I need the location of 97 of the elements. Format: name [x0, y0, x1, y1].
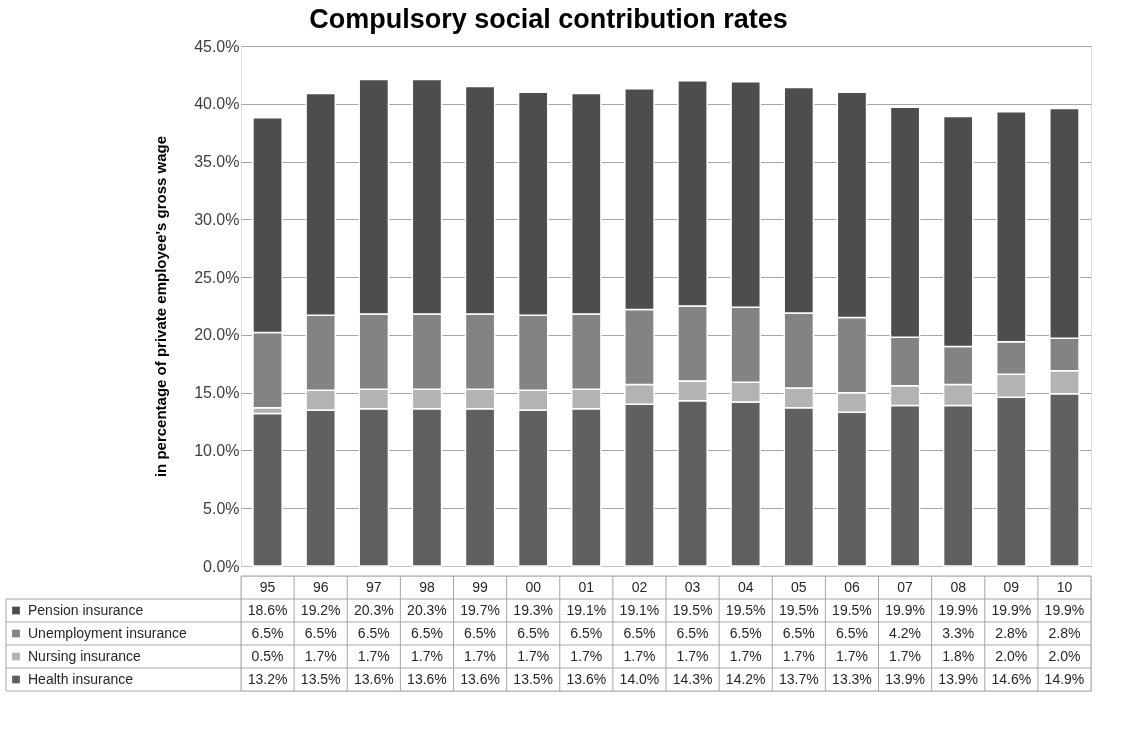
- data-label: 6.5%: [729, 624, 762, 641]
- data-label: 6.5%: [304, 624, 337, 641]
- data-label: 13.5%: [513, 670, 554, 687]
- data-label: 19.5%: [832, 601, 872, 618]
- y-axis-title: in percentage of private employee's gross wage: [152, 135, 170, 478]
- legend-label: Health insurance: [28, 670, 134, 687]
- data-label: 13.7%: [778, 670, 819, 687]
- y-tick-label: 35.0%: [194, 153, 240, 171]
- data-label: 1.7%: [835, 647, 868, 664]
- legend-label: Pension insurance: [28, 601, 144, 618]
- x-tick-label: 98: [419, 578, 435, 595]
- y-tick-label: 10.0%: [194, 441, 240, 459]
- data-label: 13.6%: [460, 670, 500, 687]
- chart-title: Compulsory social contribution rates: [309, 3, 788, 34]
- data-label: 1.7%: [304, 647, 337, 664]
- data-label: 14.6%: [991, 670, 1032, 687]
- data-label: 0.5%: [251, 647, 284, 664]
- data-label: 6.5%: [357, 624, 390, 641]
- data-label: 6.5%: [517, 624, 550, 641]
- data-label: 19.3%: [513, 601, 554, 618]
- x-tick-label: 95: [259, 578, 276, 595]
- data-label: 13.6%: [566, 670, 607, 687]
- data-label: 19.7%: [460, 601, 500, 618]
- data-label: 2.8%: [1048, 624, 1081, 641]
- x-tick-label: 01: [578, 578, 595, 595]
- data-label: 1.7%: [889, 647, 922, 664]
- data-label: 19.9%: [938, 601, 979, 618]
- data-label: 1.7%: [410, 647, 443, 664]
- data-label: 13.9%: [885, 670, 925, 687]
- y-tick-label: 15.0%: [194, 384, 240, 402]
- data-label: 14.9%: [1044, 670, 1085, 687]
- x-tick-label: 97: [366, 578, 382, 595]
- data-label: 6.5%: [782, 624, 815, 641]
- x-tick-label: 06: [844, 578, 860, 595]
- x-tick-label: 10: [1056, 578, 1073, 595]
- data-label: 19.5%: [672, 601, 713, 618]
- data-label: 1.8%: [942, 647, 975, 664]
- data-label: 6.5%: [676, 624, 709, 641]
- data-label: 1.7%: [729, 647, 762, 664]
- data-label: 19.9%: [991, 601, 1032, 618]
- x-tick-label: 03: [684, 578, 701, 595]
- data-label: 6.5%: [623, 624, 656, 641]
- data-label: 14.3%: [672, 670, 713, 687]
- data-label: 19.1%: [566, 601, 607, 618]
- data-label: 13.2%: [247, 670, 288, 687]
- data-label: 14.0%: [619, 670, 660, 687]
- data-label: 14.2%: [725, 670, 766, 687]
- y-tick-label: 45.0%: [194, 37, 240, 55]
- y-tick-label: 30.0%: [194, 210, 240, 228]
- legend-label: Nursing insurance: [28, 647, 142, 664]
- data-label: 13.5%: [300, 670, 341, 687]
- x-tick-label: 96: [312, 578, 329, 595]
- x-tick-label: 09: [1003, 578, 1020, 595]
- data-label: 20.3%: [353, 601, 394, 618]
- x-tick-label: 05: [791, 578, 807, 595]
- data-label: 20.3%: [407, 601, 447, 618]
- data-label: 2.8%: [995, 624, 1028, 641]
- data-label: 6.5%: [464, 624, 497, 641]
- data-label: 19.9%: [885, 601, 925, 618]
- data-label: 13.3%: [832, 670, 872, 687]
- y-tick-label: 0.0%: [203, 557, 240, 575]
- data-label: 6.5%: [410, 624, 443, 641]
- data-label: 19.9%: [1044, 601, 1085, 618]
- data-label: 13.9%: [938, 670, 979, 687]
- y-tick-label: 40.0%: [194, 95, 240, 113]
- data-label: 19.5%: [778, 601, 819, 618]
- data-label: 3.3%: [942, 624, 975, 641]
- x-tick-label: 08: [950, 578, 967, 595]
- data-label: 4.2%: [889, 624, 922, 641]
- data-label: 1.7%: [517, 647, 550, 664]
- data-label: 19.1%: [619, 601, 660, 618]
- y-tick-label: 5.0%: [203, 499, 240, 517]
- bar: [252, 412, 283, 567]
- data-label: 6.5%: [835, 624, 868, 641]
- data-label: 1.7%: [464, 647, 497, 664]
- data-label: 1.7%: [570, 647, 603, 664]
- y-tick-label: 20.0%: [194, 326, 240, 344]
- data-label: 18.6%: [247, 601, 288, 618]
- x-tick-label: 99: [472, 578, 489, 595]
- x-tick-label: 07: [897, 578, 914, 595]
- data-label: 19.2%: [300, 601, 341, 618]
- data-label: 1.7%: [623, 647, 656, 664]
- x-tick-label: 02: [631, 578, 648, 595]
- data-label: 1.7%: [357, 647, 390, 664]
- data-label: 6.5%: [251, 624, 284, 641]
- x-tick-label: 04: [737, 578, 754, 595]
- legend-label: Unemployment insurance: [28, 624, 187, 641]
- x-tick-label: 00: [525, 578, 542, 595]
- data-label: 2.0%: [995, 647, 1028, 664]
- data-label: 2.0%: [1048, 647, 1081, 664]
- data-label: 1.7%: [676, 647, 709, 664]
- data-label: 6.5%: [570, 624, 603, 641]
- data-label: 13.6%: [407, 670, 447, 687]
- data-label: 13.6%: [353, 670, 394, 687]
- data-label: 19.5%: [725, 601, 766, 618]
- data-label: 1.7%: [782, 647, 815, 664]
- y-tick-label: 25.0%: [194, 268, 240, 286]
